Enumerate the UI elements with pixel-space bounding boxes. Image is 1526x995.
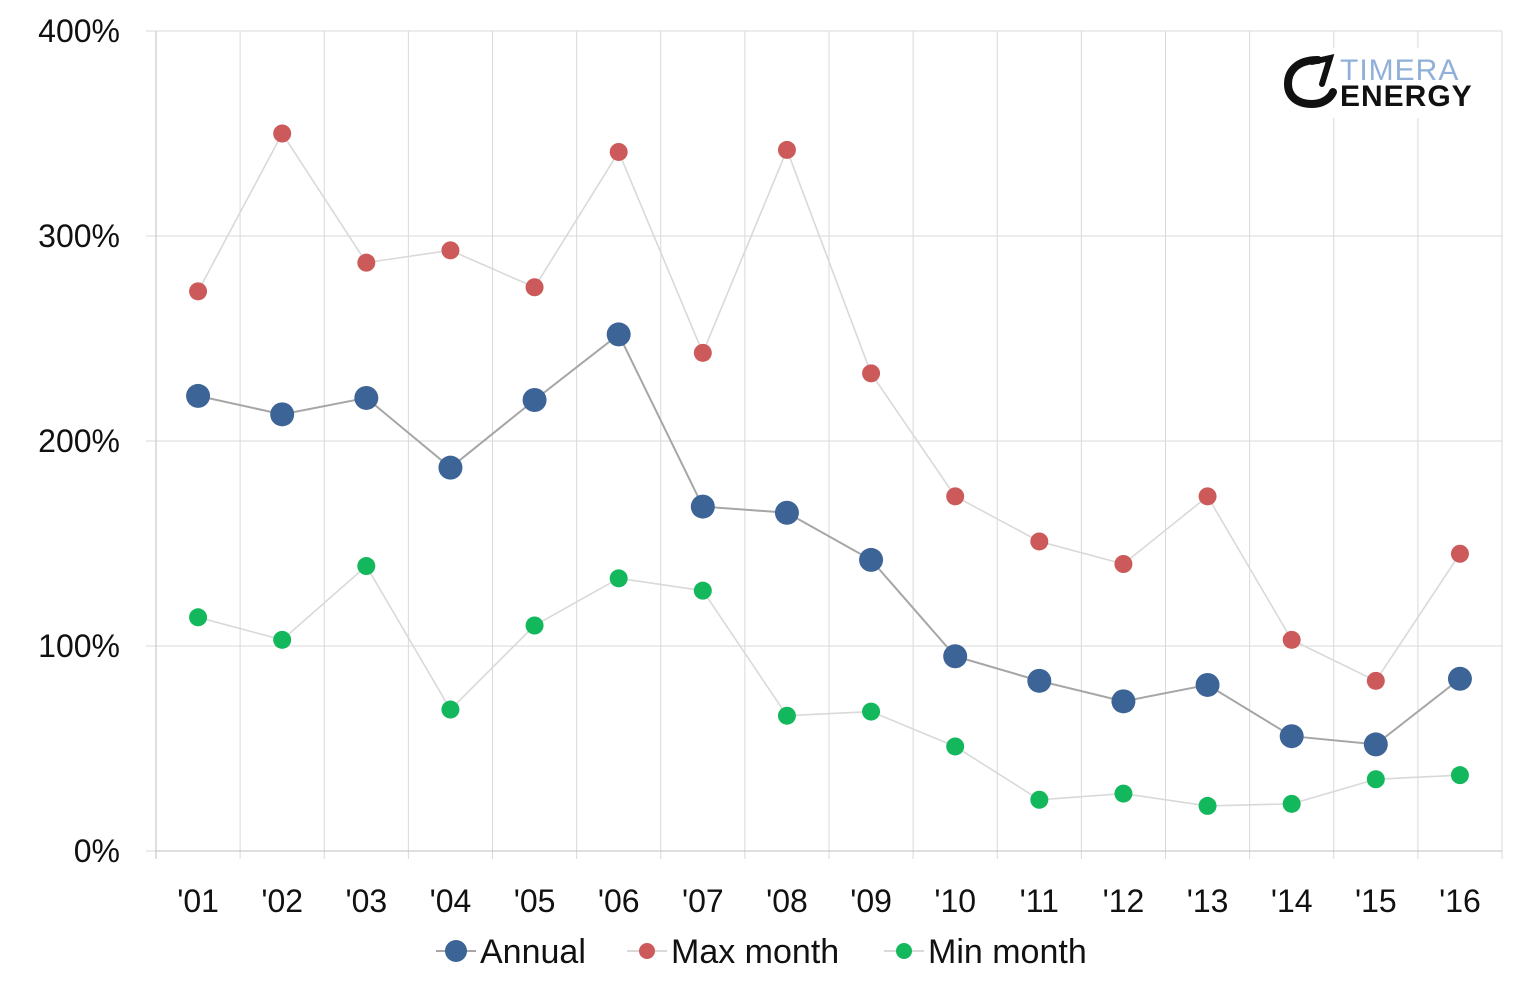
data-point xyxy=(357,253,376,272)
data-point xyxy=(1366,770,1385,789)
logo-text-energy: ENERGY xyxy=(1340,80,1473,113)
data-point xyxy=(693,343,712,362)
x-tick-label: '06 xyxy=(598,883,640,919)
data-point xyxy=(862,702,881,721)
data-point xyxy=(1447,666,1472,691)
data-point xyxy=(525,278,544,297)
data-point xyxy=(862,364,881,383)
x-tick-label: '03 xyxy=(345,883,387,919)
legend-label: Max month xyxy=(671,933,839,971)
data-point xyxy=(859,547,884,572)
data-point xyxy=(273,124,292,143)
data-point xyxy=(357,557,376,576)
y-tick-label: 0% xyxy=(74,833,120,869)
x-tick-label: '08 xyxy=(766,883,808,919)
data-point xyxy=(522,388,547,412)
data-point xyxy=(1114,784,1133,803)
series-line xyxy=(197,332,1461,746)
x-tick-label: '04 xyxy=(430,883,472,919)
data-point xyxy=(273,630,292,649)
data-point xyxy=(690,494,715,519)
data-point xyxy=(438,455,463,480)
logo-mark-icon xyxy=(1283,53,1337,109)
legend-marker xyxy=(445,940,467,962)
data-point xyxy=(1279,724,1304,749)
y-tick-label: 300% xyxy=(38,218,120,254)
data-point xyxy=(777,706,796,725)
data-point xyxy=(1030,532,1049,551)
data-point xyxy=(946,487,965,506)
data-point xyxy=(606,322,631,347)
data-point xyxy=(693,581,712,600)
x-tick-label: '09 xyxy=(850,883,892,919)
data-point xyxy=(1111,689,1136,714)
data-point xyxy=(1450,766,1469,785)
data-point xyxy=(1030,790,1049,809)
data-point xyxy=(441,241,460,260)
x-tick-label: '05 xyxy=(514,883,556,919)
legend-marker xyxy=(639,943,655,959)
data-point xyxy=(186,383,211,408)
data-point xyxy=(943,644,968,669)
data-point xyxy=(1198,487,1217,506)
logo-text-timera: TIMERA xyxy=(1340,54,1459,87)
data-point xyxy=(1282,794,1301,813)
data-point xyxy=(1114,555,1133,573)
x-tick-label: '07 xyxy=(682,883,724,919)
data-point xyxy=(777,140,796,159)
timera-energy-logo: TIMERA ENERGY xyxy=(1278,48,1478,118)
data-point xyxy=(1198,796,1217,815)
axes: 0% 100% 200% 300% 400% '01 '02 '03 '04 '05 '06 '07 '… xyxy=(38,13,1502,919)
data-point xyxy=(1363,732,1388,757)
data-point xyxy=(354,385,379,410)
x-tick-label: '16 xyxy=(1439,883,1481,919)
x-tick-label: '10 xyxy=(934,883,976,919)
data-point xyxy=(1282,630,1301,649)
legend-label: Annual xyxy=(480,933,586,971)
y-tick-label: 400% xyxy=(38,13,120,49)
legend-label: Min month xyxy=(928,933,1087,971)
data-point xyxy=(946,737,965,756)
data-point xyxy=(189,282,208,301)
legend: Annual Max month Min month xyxy=(436,933,1087,971)
series-line xyxy=(197,131,1461,682)
legend-marker xyxy=(896,943,912,959)
data-point xyxy=(270,402,295,427)
data-point xyxy=(525,616,544,635)
y-tick-label: 200% xyxy=(38,423,120,459)
data-point xyxy=(609,142,628,161)
data-point xyxy=(1027,668,1052,693)
x-tick-label: '01 xyxy=(177,883,219,919)
x-tick-label: '02 xyxy=(261,883,303,919)
data-point xyxy=(441,700,460,719)
x-tick-label: '15 xyxy=(1355,883,1397,919)
x-tick-label: '12 xyxy=(1103,883,1145,919)
x-tick-label: '14 xyxy=(1271,883,1313,919)
data-point xyxy=(1195,672,1220,697)
data-point xyxy=(189,608,208,627)
y-tick-label: 100% xyxy=(38,628,120,664)
gridlines xyxy=(146,30,1503,859)
data-point xyxy=(1450,544,1469,563)
series-layer xyxy=(186,124,1472,815)
data-point xyxy=(609,569,628,588)
x-tick-label: '13 xyxy=(1187,883,1229,919)
data-point xyxy=(774,500,799,525)
x-tick-label: '11 xyxy=(1020,883,1059,919)
series-line xyxy=(197,564,1460,807)
data-point xyxy=(1366,671,1385,690)
